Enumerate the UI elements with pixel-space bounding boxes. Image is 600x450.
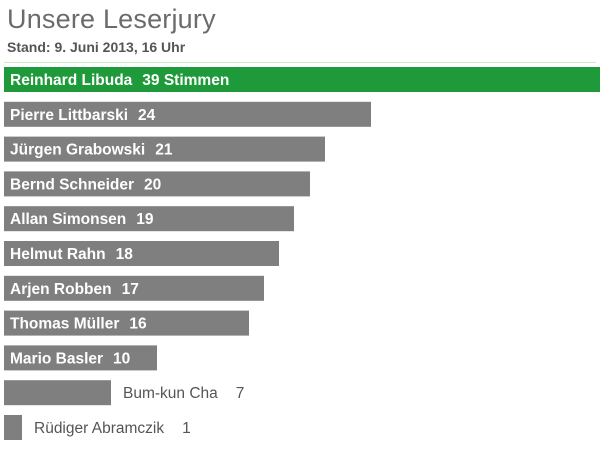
bar-thomas-m-ller [4, 310, 249, 336]
bar-j-rgen-grabowski [4, 136, 325, 162]
value-label: 19 [136, 211, 154, 228]
category-label: Arjen Robben [10, 281, 112, 298]
category-label: Jürgen Grabowski [10, 142, 145, 159]
bar-arjen-robben [4, 275, 264, 301]
bar-label: Allan Simonsen 19 [10, 211, 154, 228]
bar-label: Bernd Schneider 20 [10, 176, 161, 193]
category-label: Bernd Schneider [10, 176, 134, 193]
value-label: 21 [155, 142, 173, 159]
bar-allan-simonsen [4, 206, 294, 232]
category-label: Rüdiger Abramczik [34, 420, 164, 437]
bar-label: Helmut Rahn 18 [10, 246, 133, 263]
category-label: Pierre Littbarski [10, 107, 128, 124]
title-divider [4, 62, 596, 63]
category-label: Mario Basler [10, 350, 103, 367]
bar-r-diger-abramczik [4, 415, 22, 440]
bar-label: Reinhard Libuda 39 Stimmen [10, 72, 229, 89]
category-label: Reinhard Libuda [10, 72, 133, 89]
chart-subtitle: Stand: 9. Juni 2013, 16 Uhr [7, 39, 186, 55]
value-label: 1 [182, 420, 191, 437]
value-label: 17 [122, 281, 139, 298]
chart-title: Unsere Leserjury [7, 4, 216, 34]
bar-label: Mario Basler 10 [10, 350, 130, 367]
bar-reinhard-libuda [4, 67, 600, 92]
category-label: Allan Simonsen [10, 211, 126, 228]
bar-label: Jürgen Grabowski 21 [10, 142, 173, 159]
value-label: 7 [236, 385, 245, 402]
category-label: Thomas Müller [10, 316, 119, 333]
bar-label: Rüdiger Abramczik 1 [34, 420, 191, 437]
value-label: 16 [129, 316, 147, 333]
value-label: 10 [113, 350, 130, 367]
value-label: 24 [138, 107, 156, 124]
bar-helmut-rahn [4, 241, 279, 266]
category-label: Bum-kun Cha [123, 385, 218, 402]
bar-bernd-schneider [4, 171, 310, 197]
value-label: 18 [116, 246, 134, 263]
bar-label: Arjen Robben 17 [10, 281, 139, 298]
bar-label: Thomas Müller 16 [10, 316, 147, 333]
bar-label: Pierre Littbarski 24 [10, 107, 156, 124]
bar-bum-kun-cha [4, 380, 111, 406]
bar-mario-basler [4, 345, 157, 371]
bar-label: Bum-kun Cha 7 [123, 385, 244, 402]
value-label: 39 Stimmen [142, 72, 229, 89]
value-label: 20 [144, 176, 161, 193]
bar-pierre-littbarski [4, 101, 371, 127]
category-label: Helmut Rahn [10, 246, 106, 263]
